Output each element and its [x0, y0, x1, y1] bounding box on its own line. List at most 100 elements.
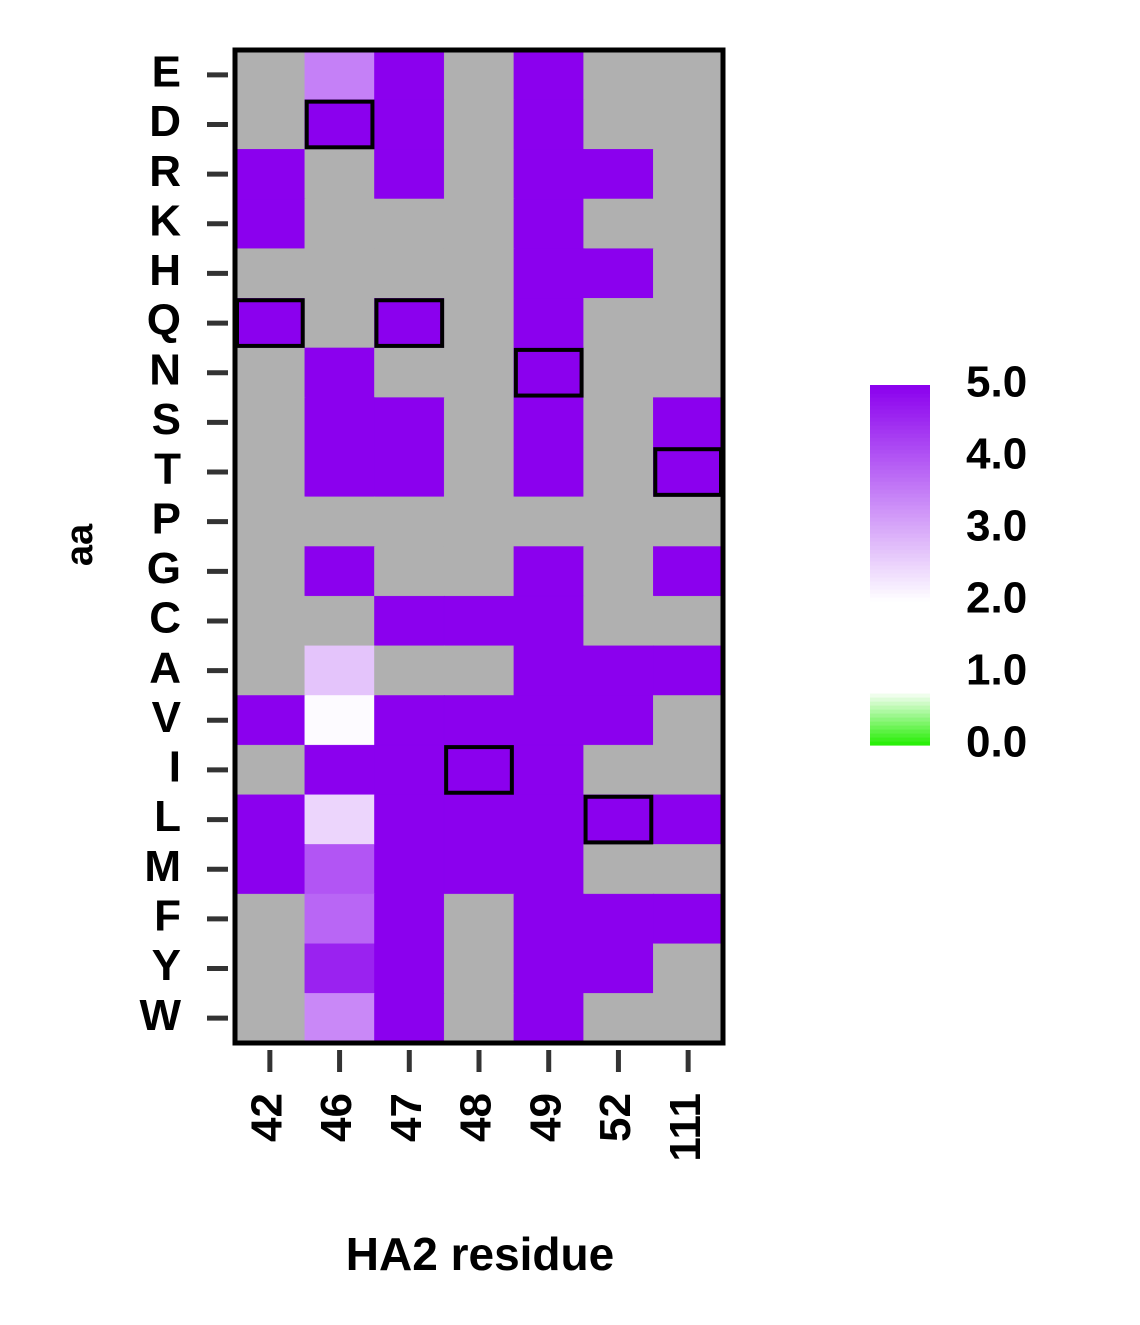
colorbar-band — [870, 725, 930, 730]
heatmap-cell — [513, 893, 585, 945]
heatmap-cell — [653, 298, 724, 349]
heatmap-cell — [513, 198, 585, 250]
colorbar-band — [870, 485, 930, 490]
colorbar-band — [870, 481, 930, 486]
heatmap-cell — [374, 397, 445, 448]
x-tick-label: 48 — [452, 1093, 501, 1142]
y-tick-label: D — [149, 97, 181, 146]
heatmap-cell — [443, 447, 515, 498]
colorbar-band — [870, 629, 930, 634]
colorbar-band — [870, 465, 930, 470]
heatmap-cell — [653, 347, 724, 399]
heatmap-cell — [443, 943, 515, 995]
heatmap-cell — [583, 595, 655, 647]
colorbar-tick-label: 5.0 — [966, 358, 1027, 407]
heatmap-cell — [513, 496, 585, 548]
colorbar-band — [870, 701, 930, 706]
heatmap-cell — [583, 993, 655, 1044]
heatmap-cell — [374, 496, 445, 548]
colorbar-band — [870, 473, 930, 478]
heatmap-cell — [234, 645, 306, 697]
colorbar-band — [870, 505, 930, 510]
heatmap-cell — [443, 844, 515, 895]
colorbar-band — [870, 681, 930, 686]
heatmap-cell — [513, 49, 585, 101]
colorbar-band — [870, 713, 930, 718]
heatmap-cell — [443, 794, 515, 846]
colorbar-band — [870, 405, 930, 410]
heatmap-cell — [513, 794, 585, 846]
heatmap-cell — [234, 347, 306, 399]
heatmap-cell — [583, 794, 655, 846]
colorbar-band — [870, 569, 930, 574]
heatmap-cell — [583, 447, 655, 498]
heatmap-cell — [583, 298, 655, 349]
heatmap-cell — [234, 595, 306, 647]
colorbar-band — [870, 697, 930, 702]
colorbar-band — [870, 513, 930, 518]
y-tick-label: I — [169, 743, 181, 792]
colorbar-band — [870, 445, 930, 450]
colorbar-band — [870, 529, 930, 534]
heatmap-cell — [513, 248, 585, 300]
colorbar-band — [870, 641, 930, 646]
heatmap-cell — [304, 546, 376, 597]
heatmap-cell — [374, 943, 445, 995]
colorbar-band — [870, 525, 930, 530]
colorbar-band — [870, 693, 930, 698]
colorbar-band — [870, 669, 930, 674]
colorbar-band — [870, 397, 930, 402]
heatmap-cell — [304, 149, 376, 200]
heatmap-cell — [374, 149, 445, 200]
heatmap-cell — [653, 893, 724, 945]
heatmap-cell — [443, 744, 515, 796]
heatmap-cell — [304, 298, 376, 349]
colorbar-band — [870, 685, 930, 690]
highlight-box — [583, 794, 654, 845]
heatmap-cell — [304, 993, 376, 1044]
heatmap-cell — [304, 248, 376, 300]
heatmap-cell — [513, 645, 585, 697]
heatmap-cell — [304, 496, 376, 548]
colorbar-band — [870, 573, 930, 578]
colorbar-band — [870, 625, 930, 630]
heatmap-cell — [374, 993, 445, 1044]
heatmap-cell — [443, 546, 515, 597]
colorbar-tick-label: 4.0 — [966, 430, 1027, 479]
colorbar-band — [870, 653, 930, 658]
x-axis-label: HA2 residue — [346, 1228, 614, 1280]
colorbar-band — [870, 469, 930, 474]
heatmap-cell — [653, 744, 724, 796]
heatmap-cell — [234, 695, 306, 746]
colorbar-tick-label: 1.0 — [966, 646, 1027, 695]
colorbar-band — [870, 673, 930, 678]
heatmap-cell — [234, 99, 306, 151]
highlight-box — [304, 99, 375, 150]
colorbar-band — [870, 421, 930, 426]
heatmap-cell — [653, 99, 724, 151]
heatmap-cell — [234, 546, 306, 597]
heatmap-cell — [583, 397, 655, 448]
colorbar-tick-label: 0.0 — [966, 718, 1027, 767]
colorbar-band — [870, 549, 930, 554]
y-tick-label: F — [154, 892, 181, 941]
colorbar-band — [870, 477, 930, 482]
heatmap-cell — [443, 298, 515, 349]
colorbar-band — [870, 561, 930, 566]
colorbar-band — [870, 437, 930, 442]
y-tick-label: W — [139, 991, 181, 1040]
colorbar-band — [870, 689, 930, 694]
heatmap-cell — [234, 794, 306, 846]
heatmap-cell — [583, 546, 655, 597]
heatmap-cell — [583, 844, 655, 895]
heatmap-cell — [304, 447, 376, 498]
heatmap-cell — [443, 99, 515, 151]
x-tick-label: 42 — [242, 1093, 291, 1142]
heatmap-cell — [653, 844, 724, 895]
colorbar-band — [870, 565, 930, 570]
highlight-box — [374, 298, 445, 348]
colorbar-band — [870, 489, 930, 494]
colorbar-band — [870, 709, 930, 714]
